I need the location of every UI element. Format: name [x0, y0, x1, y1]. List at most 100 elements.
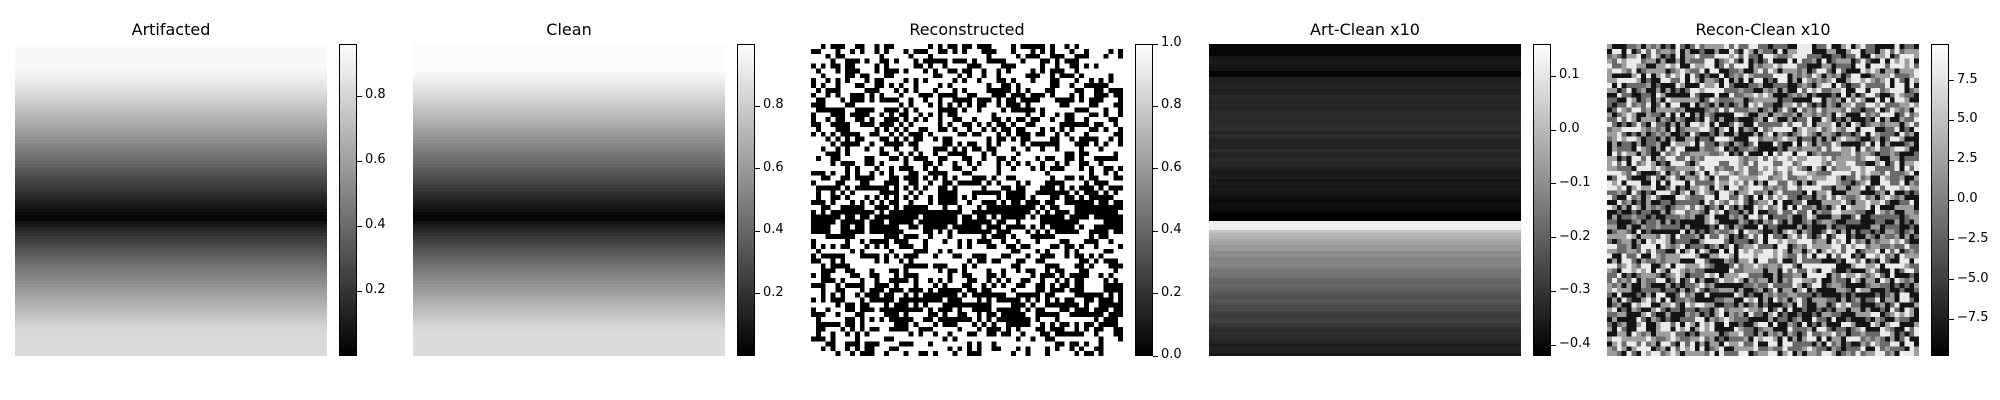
heatmap-cell: [1059, 224, 1066, 230]
heatmap-cell: [1054, 73, 1061, 79]
heatmap-row: [413, 290, 725, 294]
heatmap-cell: [830, 234, 836, 240]
heatmap-cell: [811, 92, 817, 99]
heatmap-cell: [879, 219, 885, 225]
heatmap-cell: [971, 214, 978, 221]
heatmap-cell: [845, 317, 851, 323]
heatmap-cell: [1010, 68, 1017, 74]
heatmap-cell: [967, 229, 973, 235]
heatmap-cell: [1860, 68, 1866, 74]
heatmap-cell: [879, 175, 885, 182]
heatmap-cell: [1059, 214, 1066, 221]
heatmap-cell: [1103, 156, 1109, 162]
heatmap-cell: [1093, 161, 1100, 167]
heatmap-cell: [835, 107, 841, 113]
heatmap-cell: [830, 112, 836, 118]
heatmap-cell: [1059, 58, 1066, 65]
heatmap-cell: [835, 297, 841, 303]
heatmap-cell: [991, 195, 997, 201]
heatmap-cell: [884, 175, 890, 182]
heatmap-cell: [952, 107, 958, 113]
heatmap-cell: [869, 195, 875, 201]
heatmap-cell: [937, 331, 944, 338]
heatmap-cell: [942, 263, 949, 269]
heatmap-cell: [815, 161, 822, 167]
heatmap-cell: [937, 161, 944, 167]
heatmap-cell: [1103, 253, 1109, 260]
heatmap-cell: [1675, 78, 1681, 84]
heatmap-cell: [884, 165, 890, 172]
heatmap-cell: [864, 73, 871, 79]
heatmap-cell: [811, 326, 817, 333]
heatmap-cell: [1045, 312, 1051, 318]
heatmap-cell: [976, 229, 983, 235]
heatmap-cell: [1811, 58, 1818, 65]
heatmap-cell: [1025, 312, 1031, 318]
heatmap-cell: [1689, 44, 1696, 50]
heatmap-cell: [903, 326, 910, 333]
heatmap-cell: [893, 307, 900, 313]
heatmap-cell: [918, 336, 924, 342]
heatmap-cell: [1030, 224, 1036, 230]
heatmap-cell: [962, 180, 968, 186]
heatmap-cell: [1611, 68, 1618, 74]
heatmap-cell: [981, 126, 988, 133]
heatmap-cell: [1069, 282, 1075, 289]
heatmap-cell: [947, 136, 953, 143]
heatmap-cell: [1728, 73, 1735, 79]
heatmap-cell: [937, 195, 944, 201]
heatmap-cell: [932, 200, 939, 206]
heatmap-cell: [1884, 68, 1891, 74]
heatmap-row: [15, 122, 327, 126]
heatmap-cell: [928, 282, 934, 289]
heatmap-cell: [967, 253, 973, 260]
heatmap-cell: [1074, 58, 1080, 65]
heatmap-cell: [1059, 195, 1066, 201]
heatmap-cell: [986, 321, 992, 328]
heatmap-cell: [942, 83, 949, 89]
heatmap-cell: [996, 122, 1002, 128]
heatmap-cell: [1084, 224, 1090, 230]
heatmap-cell: [1015, 317, 1022, 323]
heatmap-cell: [1855, 73, 1862, 79]
heatmap-cell: [1006, 87, 1012, 94]
heatmap-cell: [835, 331, 841, 338]
heatmap-cell: [893, 78, 900, 84]
panel-title: Recon-Clean x10: [1695, 20, 1831, 39]
heatmap-cell: [928, 253, 934, 260]
heatmap-cell: [1064, 209, 1070, 216]
heatmap-cell: [1035, 48, 1041, 55]
heatmap-cell: [864, 170, 871, 177]
heatmap-cell: [1045, 321, 1051, 328]
heatmap-cell: [1054, 219, 1061, 225]
heatmap-cell: [1010, 253, 1017, 260]
heatmap-cell: [986, 87, 992, 94]
heatmap-cell: [1015, 63, 1022, 69]
heatmap-cell: [1098, 68, 1105, 74]
heatmap-cell: [1010, 175, 1017, 182]
heatmap-cell: [1118, 331, 1123, 338]
heatmap-cell: [1064, 78, 1070, 84]
heatmap-cell: [893, 214, 900, 221]
heatmap-cell: [903, 170, 910, 177]
heatmap-cell: [1108, 146, 1114, 152]
heatmap-cell: [1088, 258, 1095, 264]
heatmap-row: [413, 200, 725, 204]
heatmap-cell: [991, 219, 997, 225]
heatmap-cell: [1665, 78, 1671, 84]
heatmap-cell: [840, 151, 846, 157]
heatmap-cell: [1646, 78, 1652, 84]
heatmap-cell: [981, 151, 988, 157]
heatmap-cell: [1108, 243, 1114, 250]
heatmap-cell: [815, 195, 822, 201]
heatmap-cell: [918, 68, 924, 74]
heatmap-cell: [1118, 253, 1123, 260]
heatmap-cell: [1088, 87, 1095, 94]
heatmap-cell: [1059, 141, 1066, 147]
heatmap-cell: [1084, 209, 1090, 216]
heatmap-cell: [918, 83, 924, 89]
heatmap-cell: [1054, 224, 1061, 230]
heatmap-row: [1209, 317, 1521, 321]
colorbar-tick-label: 0.4: [1161, 222, 1182, 238]
heatmap-cell: [918, 209, 924, 216]
